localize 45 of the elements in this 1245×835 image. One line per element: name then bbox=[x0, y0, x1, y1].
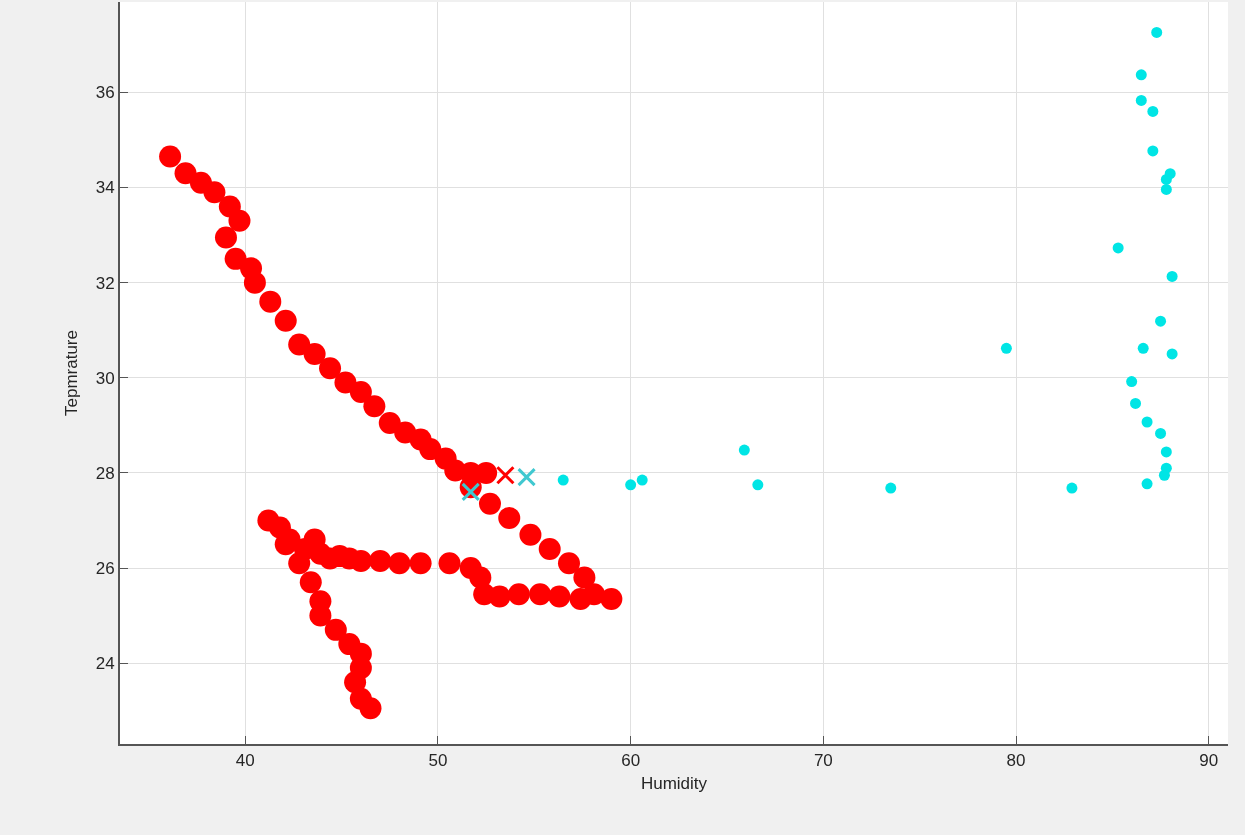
point bbox=[1066, 482, 1078, 494]
x-tick-label: 80 bbox=[1006, 751, 1026, 771]
point bbox=[1166, 348, 1178, 360]
y-tick-label: 32 bbox=[95, 273, 115, 293]
y-axis-title: Tepmrature bbox=[61, 330, 81, 416]
point bbox=[752, 479, 764, 491]
x-tick-label: 40 bbox=[235, 751, 255, 771]
point bbox=[738, 444, 750, 456]
y-tick-label: 24 bbox=[95, 654, 115, 674]
point bbox=[1137, 342, 1149, 354]
point bbox=[1160, 173, 1172, 185]
point bbox=[1135, 94, 1147, 106]
point bbox=[1160, 183, 1172, 195]
point bbox=[1147, 145, 1159, 157]
y-tick-label: 36 bbox=[95, 83, 115, 103]
point bbox=[495, 465, 515, 485]
point bbox=[885, 482, 897, 494]
x-axis-title: Humidity bbox=[640, 774, 708, 794]
x-tick-label: 50 bbox=[428, 751, 448, 771]
point bbox=[1166, 270, 1178, 282]
point bbox=[1155, 315, 1167, 327]
point bbox=[1141, 416, 1153, 428]
point bbox=[461, 482, 481, 502]
point bbox=[1155, 427, 1167, 439]
y-tick-label: 34 bbox=[95, 178, 115, 198]
point bbox=[1135, 69, 1147, 81]
point bbox=[1160, 446, 1172, 458]
point bbox=[1151, 26, 1163, 38]
point bbox=[1147, 105, 1159, 117]
x-tick-label: 60 bbox=[621, 751, 641, 771]
y-tick-label: 26 bbox=[95, 558, 115, 578]
point bbox=[557, 474, 569, 486]
point bbox=[636, 474, 648, 486]
point bbox=[625, 479, 637, 491]
x-tick-label: 90 bbox=[1199, 751, 1219, 771]
x-tick-label: 70 bbox=[813, 751, 833, 771]
point bbox=[1141, 478, 1153, 490]
point bbox=[1130, 397, 1142, 409]
point bbox=[1126, 376, 1138, 388]
point bbox=[1112, 242, 1124, 254]
point bbox=[517, 467, 537, 487]
point bbox=[1000, 342, 1012, 354]
point bbox=[1158, 469, 1170, 481]
y-tick-label: 30 bbox=[95, 368, 115, 388]
y-tick-label: 28 bbox=[95, 463, 115, 483]
